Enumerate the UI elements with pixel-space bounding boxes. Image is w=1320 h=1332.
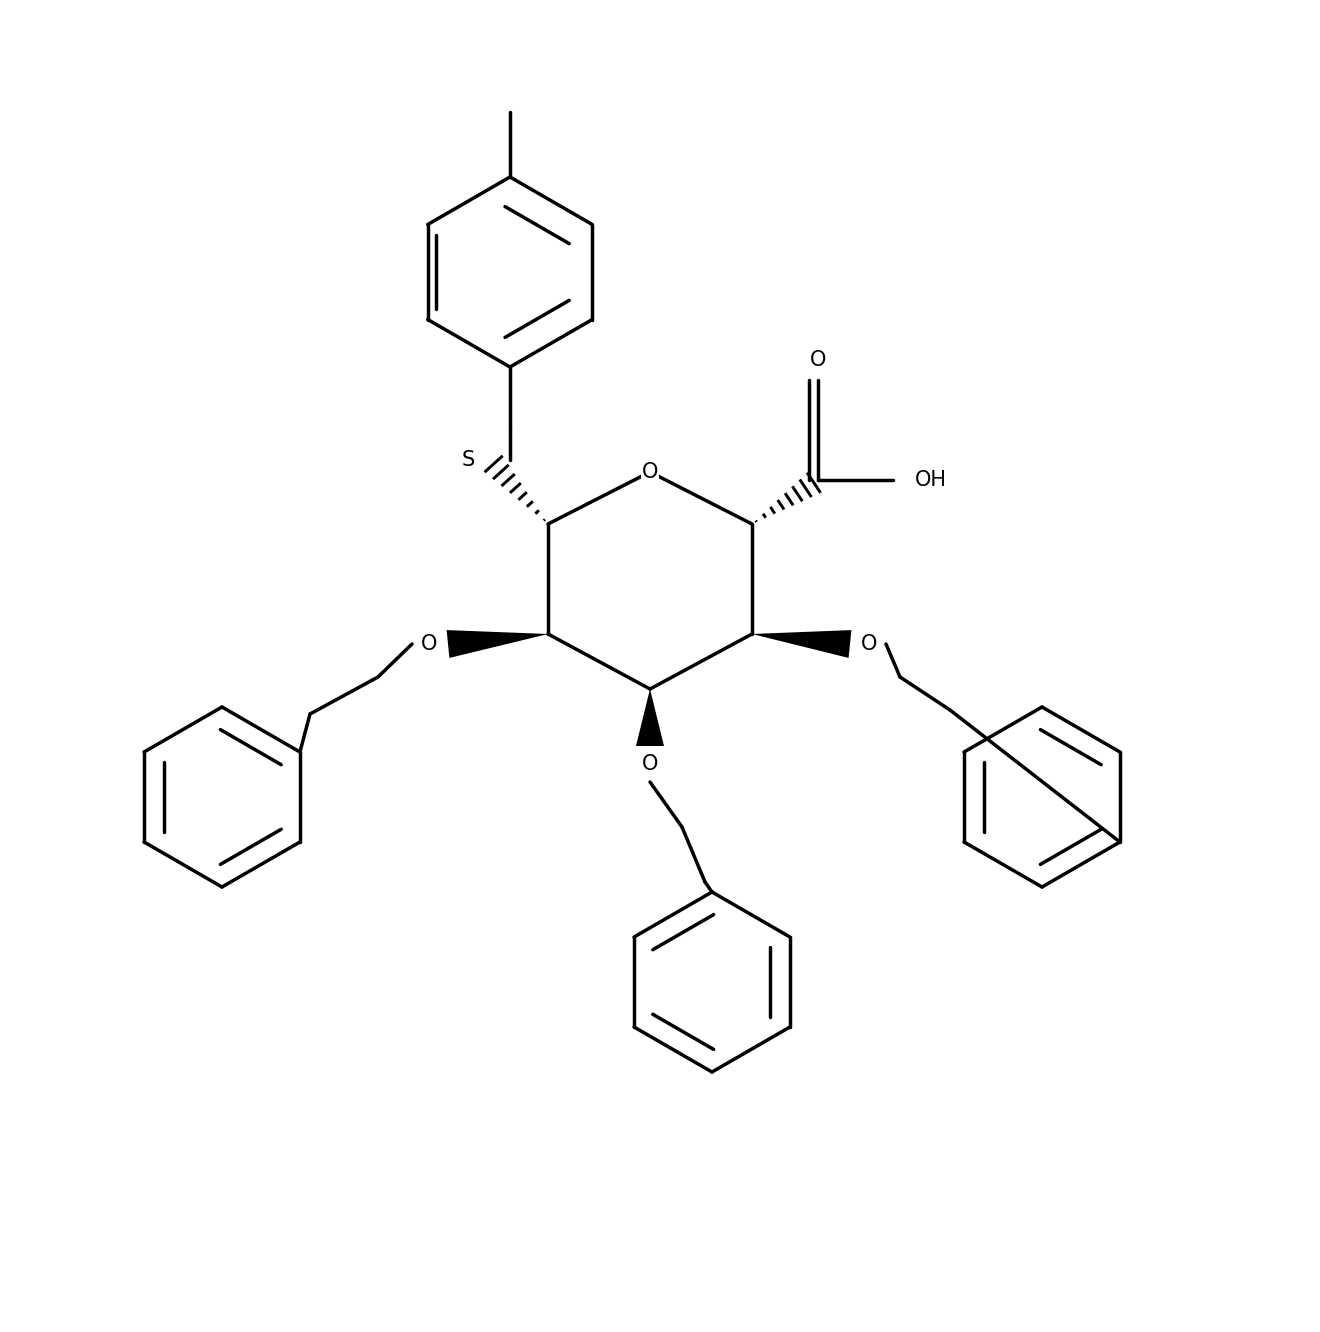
Polygon shape <box>752 630 851 658</box>
Polygon shape <box>446 630 548 658</box>
Text: S: S <box>462 450 475 470</box>
Text: O: O <box>421 634 437 654</box>
Text: OH: OH <box>915 470 946 490</box>
Text: O: O <box>861 634 878 654</box>
Polygon shape <box>636 689 664 746</box>
Text: O: O <box>642 462 659 482</box>
Text: O: O <box>809 350 826 370</box>
Text: O: O <box>642 754 659 774</box>
